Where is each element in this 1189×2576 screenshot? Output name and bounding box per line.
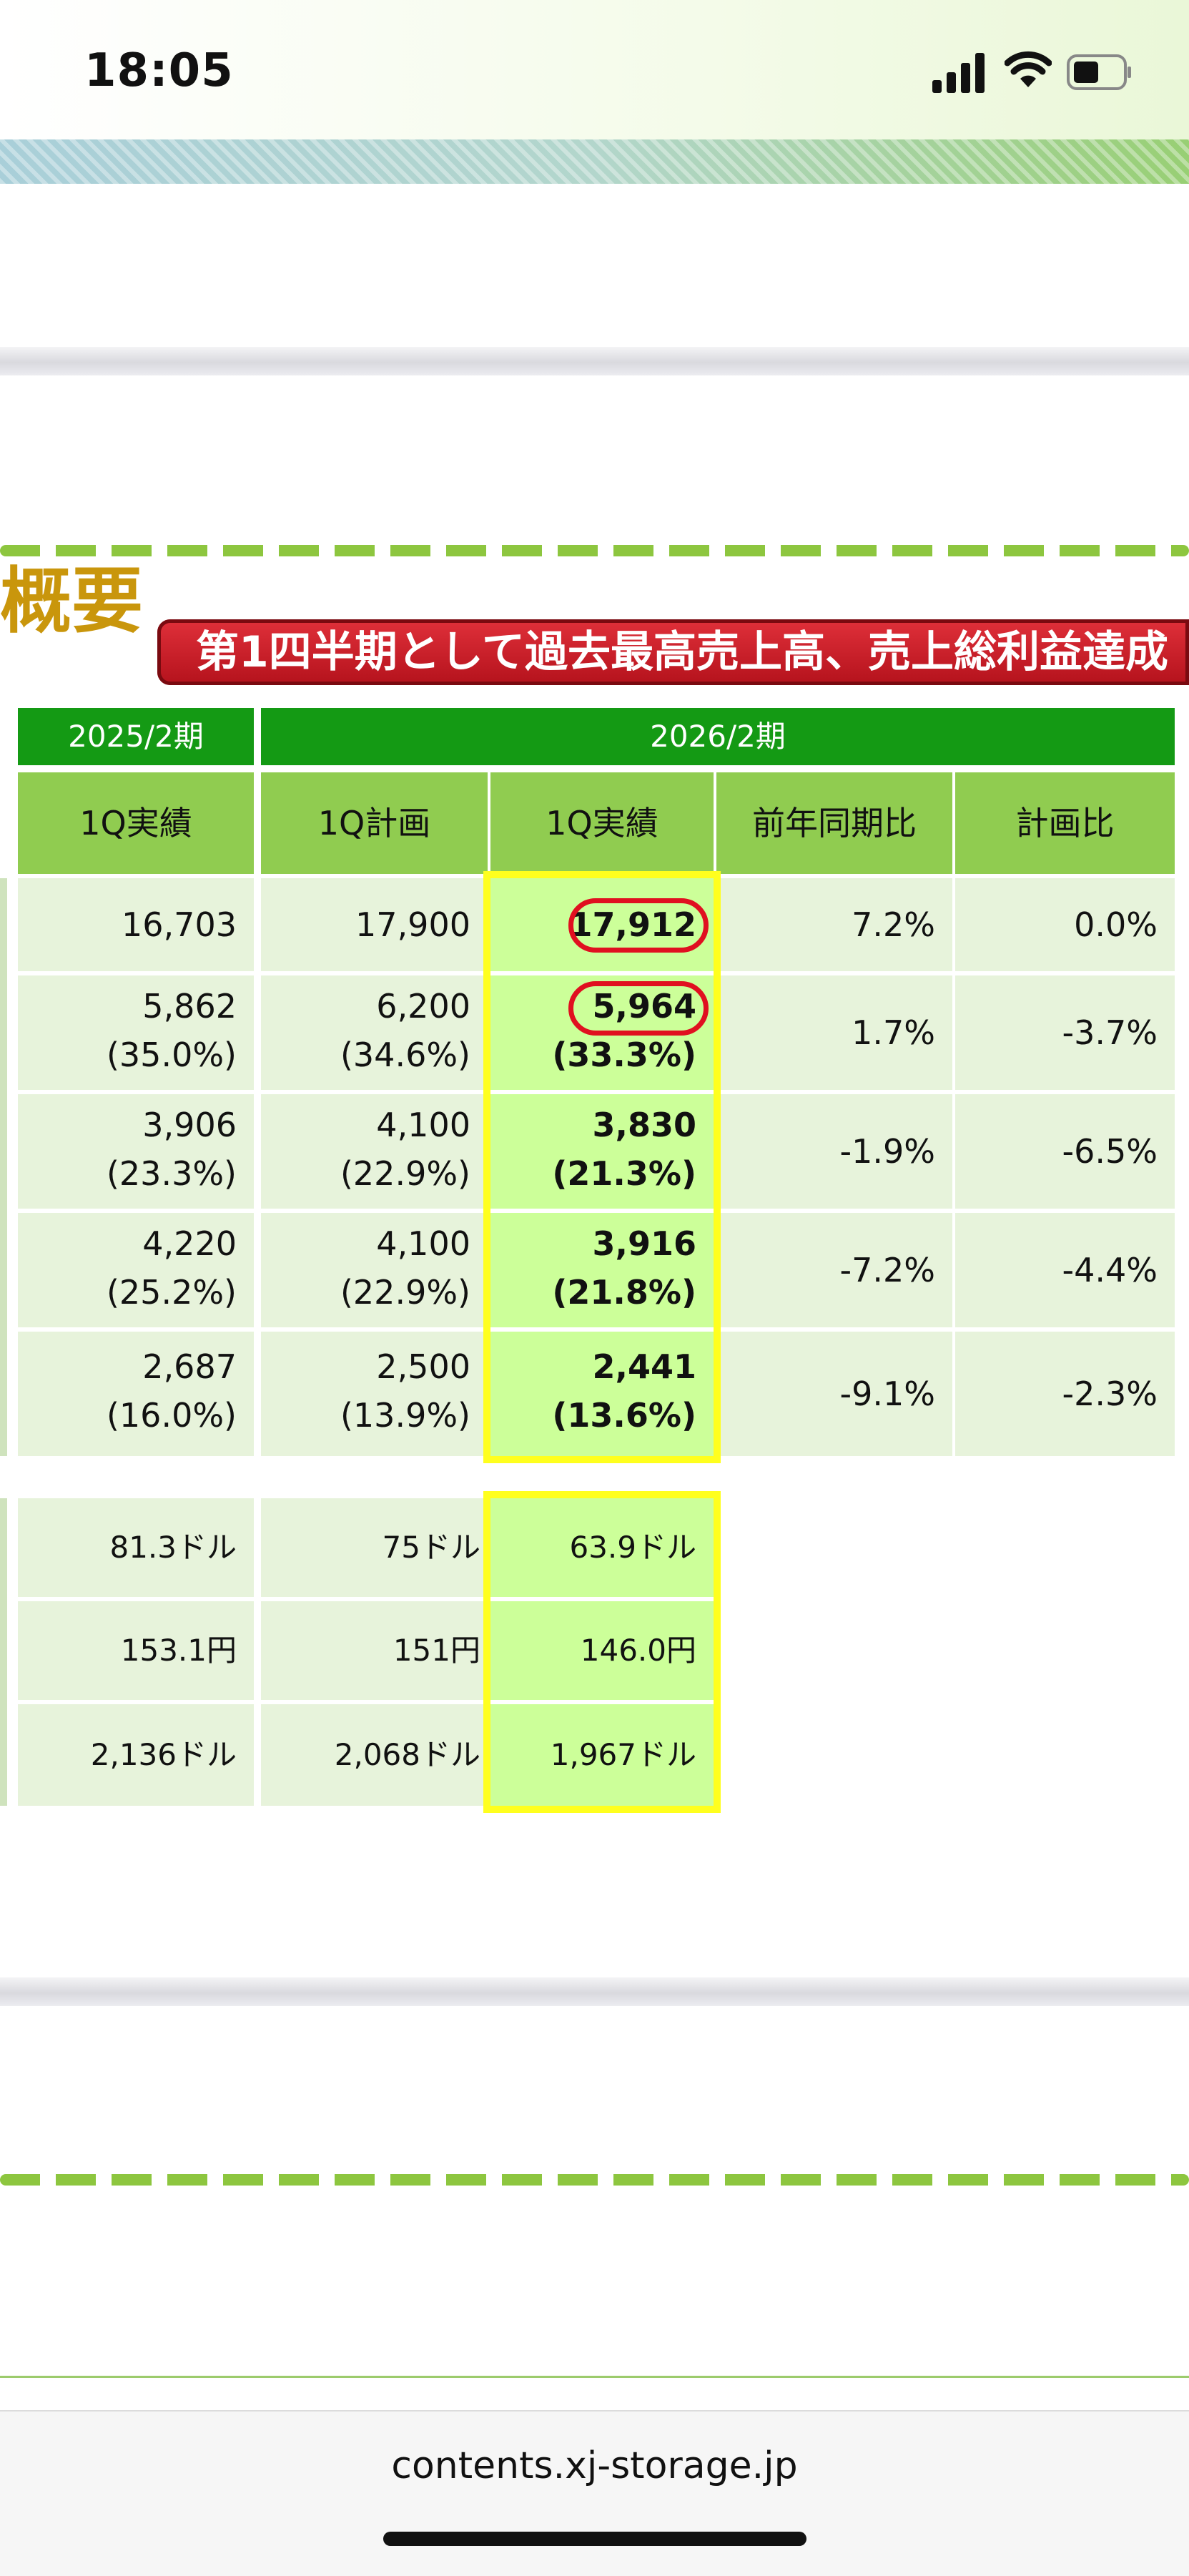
table-cell-highlight: 3,916 (21.8%) [490,1213,714,1327]
table-cell-highlight: 5,964 (33.3%) [490,975,714,1090]
table-cell: 0.0% [955,878,1175,971]
divider-line [0,2376,1189,2378]
wifi-icon [1005,51,1052,87]
table-cell-highlight: 1,967ドル [490,1704,714,1806]
table-cell-highlight: 146.0円 [490,1601,714,1700]
table-cell-highlight: 2,441 (13.6%) [490,1332,714,1456]
table-row: 81.3ドル [18,1498,254,1597]
table-row: 4,220 (25.2%) [18,1213,254,1327]
section-heading: 概要 [0,559,143,643]
table-cell: -4.4% [955,1213,1175,1327]
status-time: 18:05 [84,44,234,97]
table-cell: 75ドル [261,1498,488,1597]
table-cell-highlight: 3,830 (21.3%) [490,1094,714,1209]
browser-toolbar [0,2410,1189,2576]
battery-icon [1067,54,1131,90]
decorative-band [0,139,1189,184]
table-cell: -7.2% [716,1213,952,1327]
table-row: 16,703 [18,878,254,971]
table-cell: 17,900 [261,878,488,971]
table-row: 153.1円 [18,1601,254,1700]
table-row: 5,862 (35.0%) [18,975,254,1090]
table-cell: 151円 [261,1601,488,1700]
header-prev-period: 2025/2期 [18,708,254,765]
highlight-banner: 第1四半期として過去最高売上高、売上総利益達成 [157,619,1189,685]
section-divider [0,347,1189,375]
table-cell: -6.5% [955,1094,1175,1209]
dashed-separator [0,545,1189,556]
table-cell-highlight: 63.9ドル [490,1498,714,1597]
table-cell: 6,200 (34.6%) [261,975,488,1090]
col-header-yoy: 前年同期比 [716,772,952,874]
home-indicator[interactable] [383,2532,806,2546]
table-cell: 2,068ドル [261,1704,488,1806]
table-row: 2,687 (16.0%) [18,1332,254,1456]
table-cell: 7.2% [716,878,952,971]
table-row: 3,906 (23.3%) [18,1094,254,1209]
col-header-plan: 1Q計画 [261,772,488,874]
table-cell: -2.3% [955,1332,1175,1456]
table-cell: 1.7% [716,975,952,1090]
dashed-separator [0,2174,1189,2186]
table-cell: -3.7% [955,975,1175,1090]
table-row: 2,136ドル [18,1704,254,1806]
status-bar: 18:05 [0,0,1189,139]
col-header-prev-actual: 1Q実績 [18,772,254,874]
table-cell: 2,500 (13.9%) [261,1332,488,1456]
table-cell: -1.9% [716,1094,952,1209]
table-cell: -9.1% [716,1332,952,1456]
section-divider [0,1977,1189,2006]
table-cell-highlight: 17,912 [490,878,714,971]
address-bar[interactable]: contents.xj-storage.jp [391,2444,798,2487]
cellular-signal-icon [932,53,985,93]
col-header-actual: 1Q実績 [490,772,714,874]
header-curr-period: 2026/2期 [261,708,1175,765]
row-edge [0,1498,7,1806]
table-cell: 4,100 (22.9%) [261,1213,488,1327]
row-edge [0,878,7,1456]
table-cell: 4,100 (22.9%) [261,1094,488,1209]
col-header-vs-plan: 計画比 [955,772,1175,874]
